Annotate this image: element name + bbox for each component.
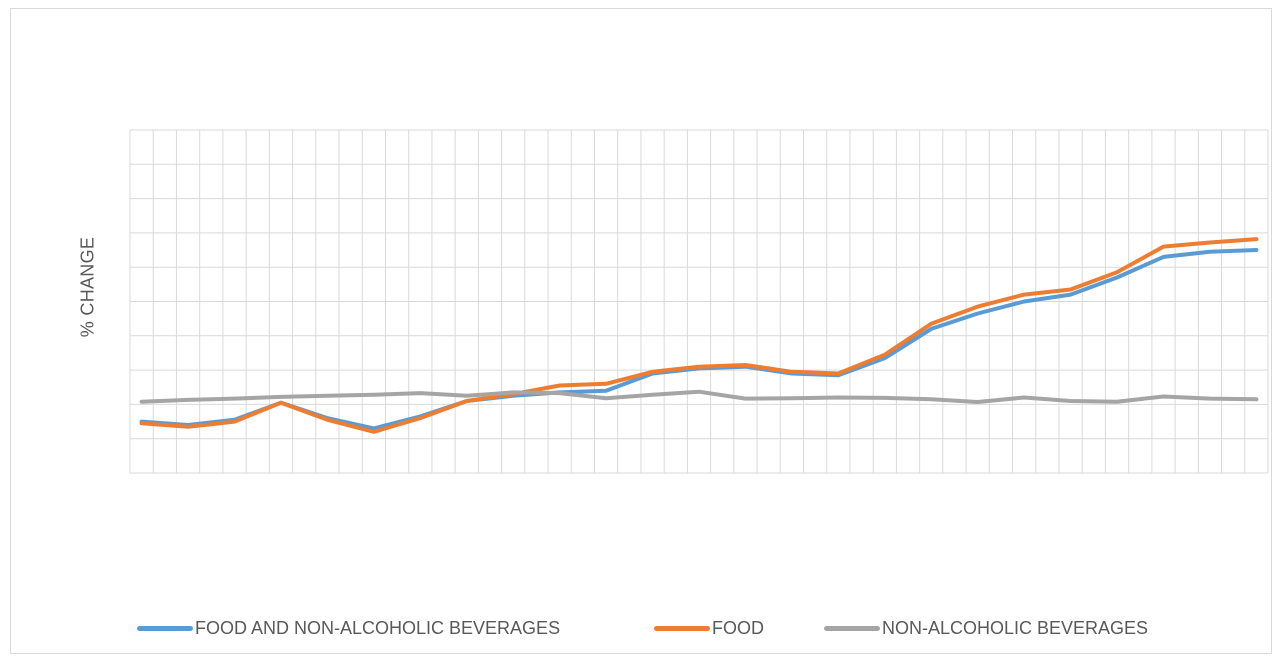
legend-swatch-non-alcoholic-beverages xyxy=(824,625,880,631)
gridlines xyxy=(129,129,1269,474)
legend-label-food: FOOD xyxy=(712,617,764,638)
legend-swatch-food xyxy=(654,625,710,631)
legend-item-food[interactable]: FOOD xyxy=(654,617,764,639)
legend-label-food-and-non-alcoholic-beverages: FOOD AND NON-ALCOHOLIC BEVERAGES xyxy=(195,617,561,638)
series-line-food[interactable] xyxy=(139,237,1259,434)
series-line-non-alcoholic-beverages[interactable] xyxy=(139,389,1259,404)
legend: FOOD AND NON-ALCOHOLIC BEVERAGES FOOD NO… xyxy=(0,617,1284,639)
y-axis-label: % CHANGE xyxy=(77,236,98,338)
legend-item-non-alcoholic-beverages[interactable]: NON-ALCOHOLIC BEVERAGES xyxy=(824,617,1148,639)
series-lines xyxy=(139,237,1259,434)
legend-label-non-alcoholic-beverages: NON-ALCOHOLIC BEVERAGES xyxy=(882,617,1149,638)
legend-swatch-food-and-non-alcoholic-beverages xyxy=(137,625,193,631)
legend-item-food-and-non-alcoholic-beverages[interactable]: FOOD AND NON-ALCOHOLIC BEVERAGES xyxy=(137,617,560,639)
